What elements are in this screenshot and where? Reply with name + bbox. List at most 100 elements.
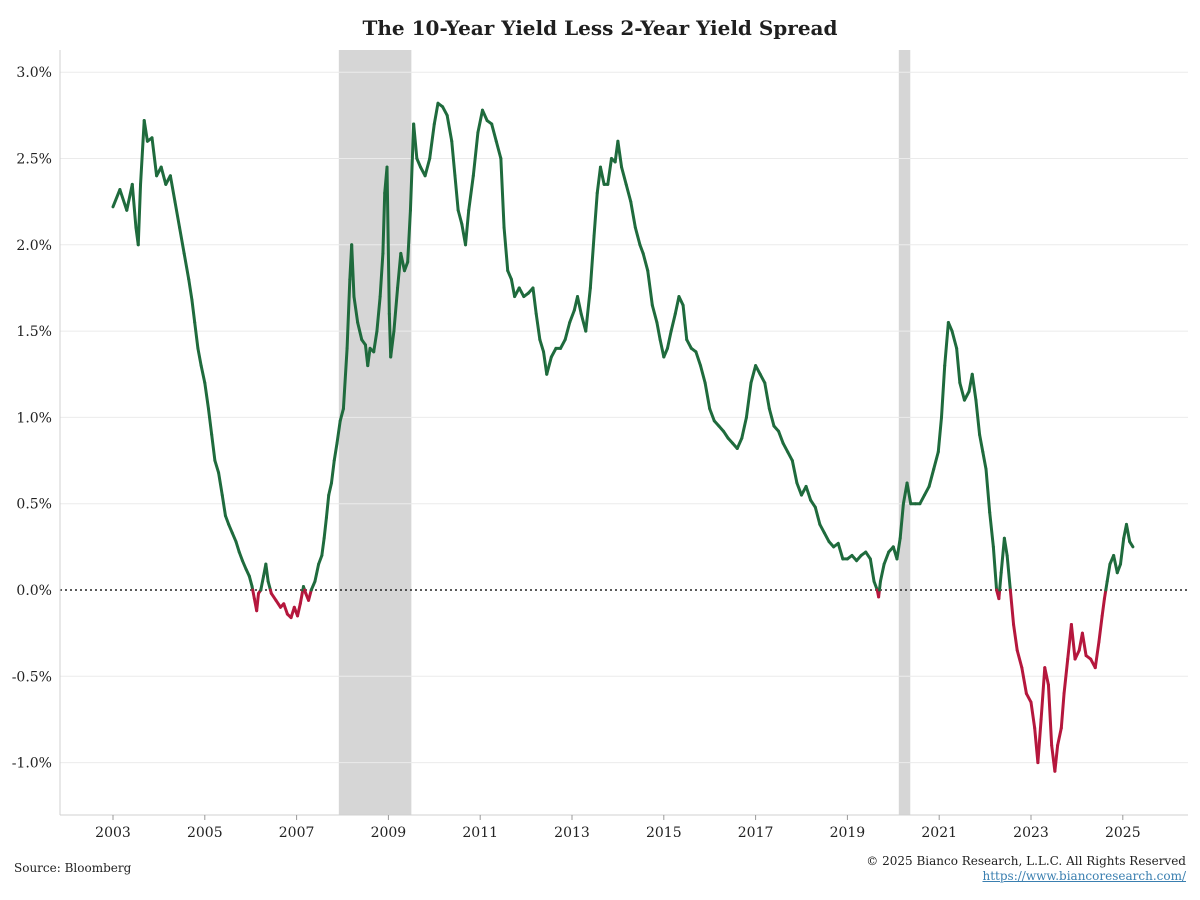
y-tick-label: -1.0% — [12, 756, 52, 772]
series-segment — [464, 208, 471, 247]
series-segment — [332, 441, 339, 463]
series-segment — [237, 550, 244, 563]
series-segment — [950, 329, 959, 350]
series-segment — [415, 157, 423, 169]
series-segment — [350, 243, 356, 299]
series-segment — [958, 381, 966, 402]
series-segment — [872, 579, 879, 592]
series-segment — [1119, 536, 1126, 566]
y-tick-label: 0.5% — [16, 497, 52, 513]
series-segment — [168, 174, 177, 204]
y-tick-label: 2.0% — [16, 238, 52, 254]
series-segment — [450, 139, 457, 178]
series-segment — [655, 320, 662, 342]
series-segment — [159, 165, 168, 186]
series-segment — [178, 226, 186, 255]
recession-bands — [338, 50, 911, 815]
series-segment — [502, 226, 510, 273]
series-segment — [804, 484, 813, 502]
series-segment — [494, 139, 503, 160]
series-segment — [681, 303, 689, 342]
series-segment — [1043, 666, 1050, 687]
series-segment — [408, 122, 416, 212]
spread-series — [111, 101, 1135, 773]
website-link[interactable]: https://www.biancoresearch.com/ — [982, 869, 1186, 883]
x-tick-label: 2015 — [646, 825, 682, 841]
series-segment — [423, 157, 432, 178]
series-segment — [606, 157, 613, 186]
series-segment — [923, 484, 931, 497]
series-segment — [836, 541, 845, 561]
series-segment — [1036, 717, 1043, 765]
series-segment — [694, 350, 703, 368]
series-segment — [598, 165, 606, 186]
series-segment — [471, 131, 480, 178]
series-segment — [1069, 623, 1077, 661]
series-segment — [735, 436, 744, 450]
series-segment — [392, 286, 400, 333]
series-segment — [230, 531, 238, 544]
series-segment — [509, 277, 517, 299]
series-segment — [936, 415, 943, 454]
series-segment — [943, 320, 950, 368]
y-tick-label: -0.5% — [12, 669, 52, 685]
series-segment — [1053, 743, 1060, 773]
series-segment — [658, 338, 666, 359]
recession-band — [898, 50, 911, 815]
series-segment — [998, 571, 1003, 592]
series-segment — [669, 312, 677, 333]
series-segment — [584, 286, 592, 333]
series-segment — [476, 108, 484, 135]
series-segment — [1002, 536, 1009, 557]
series-segment — [1005, 553, 1012, 592]
series-segment — [1097, 614, 1104, 644]
x-tick-label: 2013 — [554, 825, 590, 841]
series-segment — [1073, 648, 1081, 661]
series-segment — [375, 295, 382, 333]
series-segment — [341, 346, 349, 411]
series-segment — [335, 419, 342, 445]
series-segment — [130, 182, 138, 230]
series-segment — [932, 450, 940, 471]
series-segment — [758, 372, 767, 385]
series-segment — [818, 522, 826, 535]
series-segment — [984, 467, 992, 514]
series-segment — [592, 191, 599, 238]
series-segment — [385, 165, 391, 316]
series-segment — [136, 182, 143, 247]
series-segment — [1080, 631, 1088, 658]
series-segment — [322, 516, 328, 540]
series-segment — [699, 364, 707, 385]
series-segment — [790, 459, 799, 485]
series-segment — [576, 295, 583, 316]
series-segment — [240, 559, 248, 571]
series-segment — [927, 467, 936, 488]
series-segment — [813, 505, 822, 526]
footer-credits: © 2025 Bianco Research, L.L.C. All Right… — [866, 854, 1186, 884]
series-segment — [173, 200, 182, 230]
series-segment — [538, 338, 546, 354]
series-segment — [633, 226, 642, 247]
series-segment — [898, 502, 905, 540]
series-segment — [662, 346, 669, 359]
series-segment — [1046, 683, 1054, 747]
series-segment — [1029, 700, 1037, 730]
series-segment — [432, 101, 440, 126]
series-segment — [441, 105, 449, 117]
series-segment — [196, 346, 203, 368]
series-segment — [247, 574, 254, 589]
series-segment — [217, 471, 224, 497]
series-segment — [624, 182, 633, 204]
series-segment — [352, 295, 360, 324]
series-segment — [453, 174, 460, 212]
x-tick-label: 2023 — [1013, 825, 1049, 841]
series-segment — [1056, 726, 1063, 747]
series-segment — [406, 208, 412, 264]
series-segment — [878, 562, 886, 583]
series-segment — [962, 390, 971, 402]
series-segment — [1015, 648, 1024, 670]
series-segment — [329, 459, 336, 485]
series-segment — [338, 407, 345, 423]
series-segment — [317, 553, 324, 566]
